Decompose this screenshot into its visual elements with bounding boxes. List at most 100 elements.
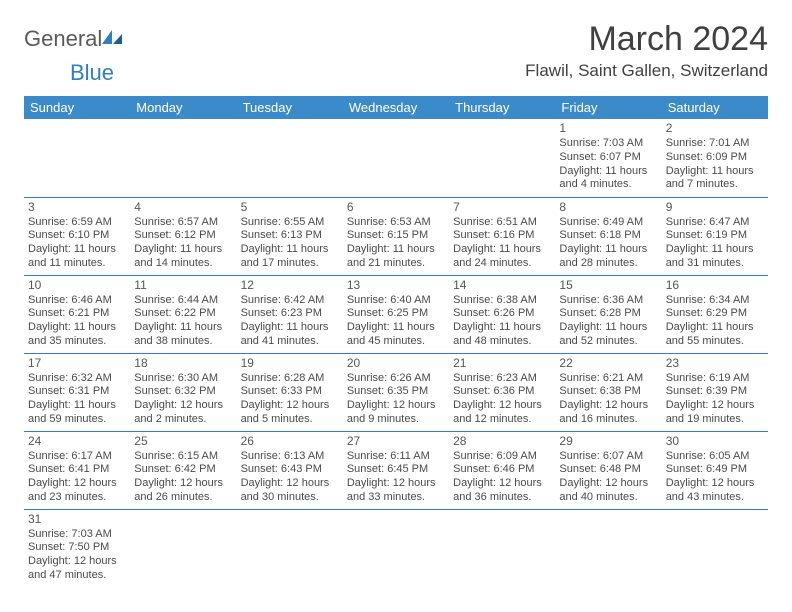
daylight-text: Daylight: 12 hours and 2 minutes. [134, 399, 232, 427]
sunset-text: Sunset: 6:26 PM [453, 307, 551, 321]
sunset-text: Sunset: 6:31 PM [28, 385, 126, 399]
day-number: 25 [134, 434, 232, 449]
calendar-day-cell: 28Sunrise: 6:09 AMSunset: 6:46 PMDayligh… [449, 431, 555, 509]
daylight-text: Daylight: 12 hours and 33 minutes. [347, 477, 445, 505]
sunrise-text: Sunrise: 7:03 AM [28, 528, 126, 542]
sunset-text: Sunset: 6:33 PM [241, 385, 339, 399]
daylight-text: Daylight: 11 hours and 17 minutes. [241, 243, 339, 271]
daylight-text: Daylight: 12 hours and 16 minutes. [559, 399, 657, 427]
day-number: 15 [559, 278, 657, 293]
sunrise-text: Sunrise: 6:30 AM [134, 372, 232, 386]
calendar-day-cell: 30Sunrise: 6:05 AMSunset: 6:49 PMDayligh… [662, 431, 768, 509]
calendar-day-cell: 22Sunrise: 6:21 AMSunset: 6:38 PMDayligh… [555, 353, 661, 431]
daylight-text: Daylight: 12 hours and 26 minutes. [134, 477, 232, 505]
daylight-text: Daylight: 12 hours and 12 minutes. [453, 399, 551, 427]
calendar-day-cell [555, 509, 661, 587]
day-number: 13 [347, 278, 445, 293]
calendar-week-row: 10Sunrise: 6:46 AMSunset: 6:21 PMDayligh… [24, 275, 768, 353]
daylight-text: Daylight: 11 hours and 55 minutes. [666, 321, 764, 349]
calendar-day-cell: 8Sunrise: 6:49 AMSunset: 6:18 PMDaylight… [555, 197, 661, 275]
day-number: 4 [134, 200, 232, 215]
day-number: 3 [28, 200, 126, 215]
calendar-day-cell: 2Sunrise: 7:01 AMSunset: 6:09 PMDaylight… [662, 119, 768, 197]
daylight-text: Daylight: 12 hours and 36 minutes. [453, 477, 551, 505]
calendar-day-cell: 26Sunrise: 6:13 AMSunset: 6:43 PMDayligh… [237, 431, 343, 509]
calendar-day-cell: 5Sunrise: 6:55 AMSunset: 6:13 PMDaylight… [237, 197, 343, 275]
weekday-header: Thursday [449, 96, 555, 119]
sunrise-text: Sunrise: 6:59 AM [28, 216, 126, 230]
sunset-text: Sunset: 6:38 PM [559, 385, 657, 399]
daylight-text: Daylight: 11 hours and 11 minutes. [28, 243, 126, 271]
day-number: 21 [453, 356, 551, 371]
day-number: 17 [28, 356, 126, 371]
sunrise-text: Sunrise: 7:01 AM [666, 137, 764, 151]
sunrise-text: Sunrise: 6:21 AM [559, 372, 657, 386]
sunrise-text: Sunrise: 6:44 AM [134, 294, 232, 308]
day-number: 14 [453, 278, 551, 293]
page-title: March 2024 [525, 20, 768, 59]
sunset-text: Sunset: 6:12 PM [134, 229, 232, 243]
sunset-text: Sunset: 6:13 PM [241, 229, 339, 243]
calendar-week-row: 24Sunrise: 6:17 AMSunset: 6:41 PMDayligh… [24, 431, 768, 509]
sunrise-text: Sunrise: 6:32 AM [28, 372, 126, 386]
sunset-text: Sunset: 6:46 PM [453, 463, 551, 477]
calendar-day-cell: 16Sunrise: 6:34 AMSunset: 6:29 PMDayligh… [662, 275, 768, 353]
calendar-day-cell: 13Sunrise: 6:40 AMSunset: 6:25 PMDayligh… [343, 275, 449, 353]
day-number: 8 [559, 200, 657, 215]
calendar-day-cell: 10Sunrise: 6:46 AMSunset: 6:21 PMDayligh… [24, 275, 130, 353]
daylight-text: Daylight: 11 hours and 59 minutes. [28, 399, 126, 427]
daylight-text: Daylight: 11 hours and 41 minutes. [241, 321, 339, 349]
day-number: 24 [28, 434, 126, 449]
day-number: 18 [134, 356, 232, 371]
sunset-text: Sunset: 6:36 PM [453, 385, 551, 399]
sunset-text: Sunset: 6:48 PM [559, 463, 657, 477]
weekday-header: Sunday [24, 96, 130, 119]
sunset-text: Sunset: 6:25 PM [347, 307, 445, 321]
sunset-text: Sunset: 6:45 PM [347, 463, 445, 477]
sunrise-text: Sunrise: 6:34 AM [666, 294, 764, 308]
logo-text: GeneralBlue [24, 26, 124, 86]
calendar-day-cell: 27Sunrise: 6:11 AMSunset: 6:45 PMDayligh… [343, 431, 449, 509]
sunset-text: Sunset: 6:28 PM [559, 307, 657, 321]
sunset-text: Sunset: 6:23 PM [241, 307, 339, 321]
logo-text-blue: Blue [70, 60, 114, 85]
sunset-text: Sunset: 7:50 PM [28, 541, 126, 555]
sunset-text: Sunset: 6:29 PM [666, 307, 764, 321]
calendar-day-cell [449, 509, 555, 587]
daylight-text: Daylight: 11 hours and 14 minutes. [134, 243, 232, 271]
sunrise-text: Sunrise: 6:53 AM [347, 216, 445, 230]
daylight-text: Daylight: 12 hours and 47 minutes. [28, 555, 126, 583]
sunrise-text: Sunrise: 6:28 AM [241, 372, 339, 386]
calendar-body: 1Sunrise: 7:03 AMSunset: 6:07 PMDaylight… [24, 119, 768, 587]
daylight-text: Daylight: 11 hours and 21 minutes. [347, 243, 445, 271]
sunset-text: Sunset: 6:42 PM [134, 463, 232, 477]
calendar-day-cell: 24Sunrise: 6:17 AMSunset: 6:41 PMDayligh… [24, 431, 130, 509]
day-number: 20 [347, 356, 445, 371]
calendar-day-cell: 19Sunrise: 6:28 AMSunset: 6:33 PMDayligh… [237, 353, 343, 431]
sunset-text: Sunset: 6:43 PM [241, 463, 339, 477]
daylight-text: Daylight: 11 hours and 4 minutes. [559, 165, 657, 193]
calendar-table: SundayMondayTuesdayWednesdayThursdayFrid… [24, 96, 768, 587]
sunrise-text: Sunrise: 6:38 AM [453, 294, 551, 308]
title-block: March 2024 Flawil, Saint Gallen, Switzer… [525, 20, 768, 81]
calendar-day-cell: 11Sunrise: 6:44 AMSunset: 6:22 PMDayligh… [130, 275, 236, 353]
calendar-day-cell: 17Sunrise: 6:32 AMSunset: 6:31 PMDayligh… [24, 353, 130, 431]
sunrise-text: Sunrise: 6:17 AM [28, 450, 126, 464]
day-number: 29 [559, 434, 657, 449]
calendar-week-row: 17Sunrise: 6:32 AMSunset: 6:31 PMDayligh… [24, 353, 768, 431]
day-number: 10 [28, 278, 126, 293]
calendar-day-cell: 23Sunrise: 6:19 AMSunset: 6:39 PMDayligh… [662, 353, 768, 431]
day-number: 30 [666, 434, 764, 449]
calendar-day-cell [343, 509, 449, 587]
sunset-text: Sunset: 6:15 PM [347, 229, 445, 243]
sunrise-text: Sunrise: 6:23 AM [453, 372, 551, 386]
sunrise-text: Sunrise: 7:03 AM [559, 137, 657, 151]
sunset-text: Sunset: 6:10 PM [28, 229, 126, 243]
sunrise-text: Sunrise: 6:57 AM [134, 216, 232, 230]
calendar-day-cell [662, 509, 768, 587]
sail-icon [100, 26, 124, 52]
sunset-text: Sunset: 6:35 PM [347, 385, 445, 399]
daylight-text: Daylight: 11 hours and 31 minutes. [666, 243, 764, 271]
sunrise-text: Sunrise: 6:55 AM [241, 216, 339, 230]
sunrise-text: Sunrise: 6:36 AM [559, 294, 657, 308]
